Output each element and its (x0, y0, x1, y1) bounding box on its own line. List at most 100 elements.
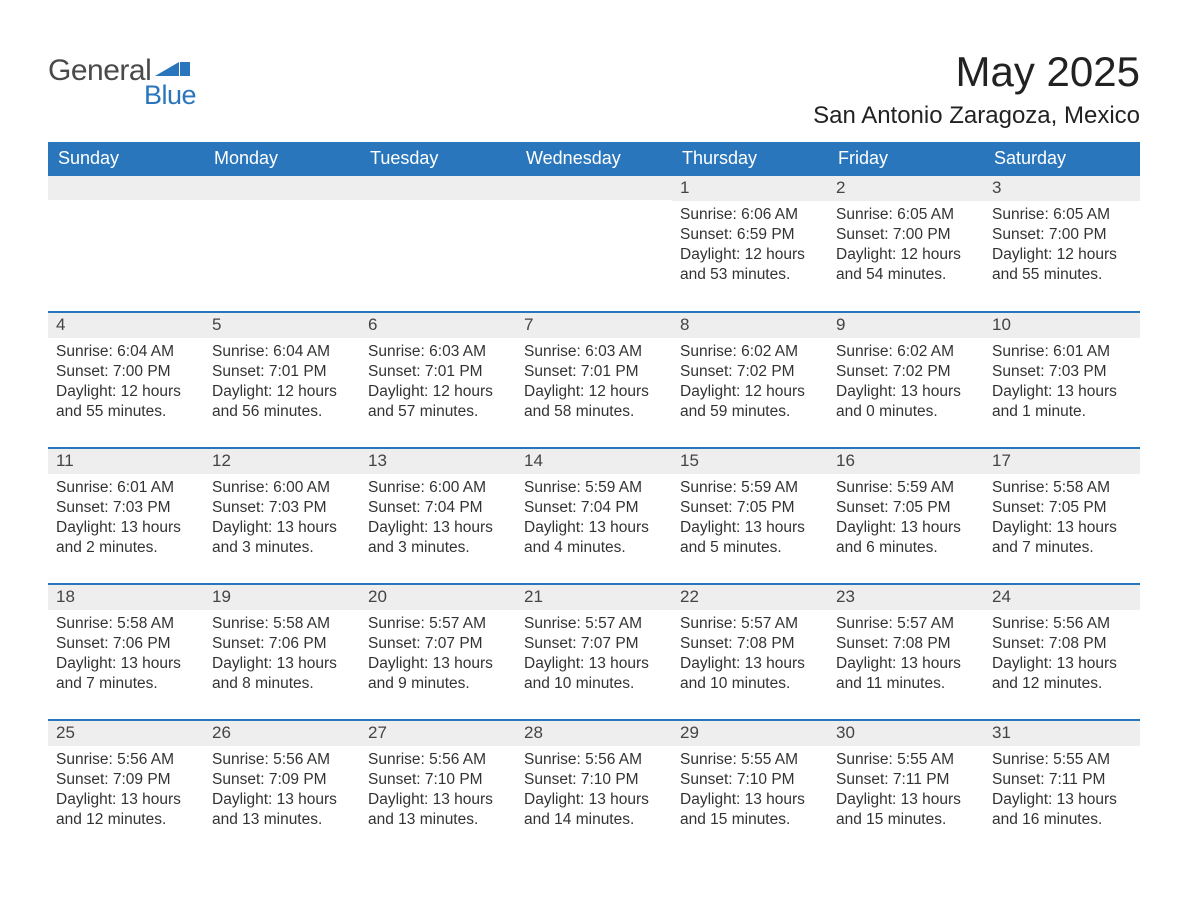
day-number: 29 (672, 721, 828, 746)
day-number: 11 (48, 449, 204, 474)
day-cell: 30Sunrise: 5:55 AMSunset: 7:11 PMDayligh… (828, 720, 984, 856)
daylight-text: Daylight: 13 hours and 14 minutes. (524, 790, 664, 830)
sunset-text: Sunset: 7:05 PM (992, 498, 1132, 518)
day-cell: 8Sunrise: 6:02 AMSunset: 7:02 PMDaylight… (672, 312, 828, 448)
sunset-text: Sunset: 7:06 PM (212, 634, 352, 654)
day-number: 23 (828, 585, 984, 610)
logo-word2: Blue (144, 80, 196, 111)
day-number: 28 (516, 721, 672, 746)
day-body: Sunrise: 5:59 AMSunset: 7:04 PMDaylight:… (516, 474, 672, 563)
calendar-head: Sunday Monday Tuesday Wednesday Thursday… (48, 142, 1140, 176)
day-cell: 5Sunrise: 6:04 AMSunset: 7:01 PMDaylight… (204, 312, 360, 448)
day-cell: 18Sunrise: 5:58 AMSunset: 7:06 PMDayligh… (48, 584, 204, 720)
day-number: 24 (984, 585, 1140, 610)
sunset-text: Sunset: 7:09 PM (212, 770, 352, 790)
sunrise-text: Sunrise: 5:59 AM (680, 478, 820, 498)
sunset-text: Sunset: 7:11 PM (992, 770, 1132, 790)
daylight-text: Daylight: 13 hours and 8 minutes. (212, 654, 352, 694)
week-row: 11Sunrise: 6:01 AMSunset: 7:03 PMDayligh… (48, 448, 1140, 584)
day-cell: 15Sunrise: 5:59 AMSunset: 7:05 PMDayligh… (672, 448, 828, 584)
sunset-text: Sunset: 7:09 PM (56, 770, 196, 790)
sunrise-text: Sunrise: 5:57 AM (524, 614, 664, 634)
day-number: 12 (204, 449, 360, 474)
day-number: 30 (828, 721, 984, 746)
day-body: Sunrise: 6:00 AMSunset: 7:04 PMDaylight:… (360, 474, 516, 563)
logo: General Blue (48, 54, 196, 111)
sunset-text: Sunset: 6:59 PM (680, 225, 820, 245)
daylight-text: Daylight: 13 hours and 7 minutes. (992, 518, 1132, 558)
week-row: 18Sunrise: 5:58 AMSunset: 7:06 PMDayligh… (48, 584, 1140, 720)
sunrise-text: Sunrise: 6:05 AM (992, 205, 1132, 225)
daylight-text: Daylight: 13 hours and 13 minutes. (368, 790, 508, 830)
day-body: Sunrise: 5:56 AMSunset: 7:08 PMDaylight:… (984, 610, 1140, 699)
daylight-text: Daylight: 13 hours and 9 minutes. (368, 654, 508, 694)
day-body: Sunrise: 6:06 AMSunset: 6:59 PMDaylight:… (672, 201, 828, 290)
page: General Blue May 2025 San Antonio Zarago… (0, 0, 1188, 918)
sunset-text: Sunset: 7:05 PM (836, 498, 976, 518)
sunrise-text: Sunrise: 6:06 AM (680, 205, 820, 225)
daylight-text: Daylight: 12 hours and 56 minutes. (212, 382, 352, 422)
sunrise-text: Sunrise: 5:55 AM (992, 750, 1132, 770)
day-header: Thursday (672, 142, 828, 176)
day-number: 17 (984, 449, 1140, 474)
day-body: Sunrise: 5:57 AMSunset: 7:07 PMDaylight:… (360, 610, 516, 699)
day-cell: 29Sunrise: 5:55 AMSunset: 7:10 PMDayligh… (672, 720, 828, 856)
sunset-text: Sunset: 7:07 PM (524, 634, 664, 654)
month-title: May 2025 (813, 48, 1140, 96)
day-cell: 12Sunrise: 6:00 AMSunset: 7:03 PMDayligh… (204, 448, 360, 584)
day-body: Sunrise: 6:03 AMSunset: 7:01 PMDaylight:… (516, 338, 672, 427)
sunset-text: Sunset: 7:06 PM (56, 634, 196, 654)
sunrise-text: Sunrise: 6:03 AM (524, 342, 664, 362)
sunrise-text: Sunrise: 6:03 AM (368, 342, 508, 362)
title-block: May 2025 San Antonio Zaragoza, Mexico (813, 40, 1140, 142)
day-body (516, 200, 672, 210)
daylight-text: Daylight: 13 hours and 0 minutes. (836, 382, 976, 422)
sunset-text: Sunset: 7:08 PM (680, 634, 820, 654)
day-body: Sunrise: 6:01 AMSunset: 7:03 PMDaylight:… (48, 474, 204, 563)
sunset-text: Sunset: 7:10 PM (524, 770, 664, 790)
day-header: Saturday (984, 142, 1140, 176)
sunset-text: Sunset: 7:00 PM (56, 362, 196, 382)
day-body: Sunrise: 6:03 AMSunset: 7:01 PMDaylight:… (360, 338, 516, 427)
day-body: Sunrise: 6:04 AMSunset: 7:00 PMDaylight:… (48, 338, 204, 427)
daylight-text: Daylight: 13 hours and 7 minutes. (56, 654, 196, 694)
day-cell: 3Sunrise: 6:05 AMSunset: 7:00 PMDaylight… (984, 176, 1140, 312)
daylight-text: Daylight: 12 hours and 54 minutes. (836, 245, 976, 285)
daylight-text: Daylight: 13 hours and 16 minutes. (992, 790, 1132, 830)
day-cell: 26Sunrise: 5:56 AMSunset: 7:09 PMDayligh… (204, 720, 360, 856)
day-header: Monday (204, 142, 360, 176)
day-header: Friday (828, 142, 984, 176)
daylight-text: Daylight: 13 hours and 6 minutes. (836, 518, 976, 558)
day-body: Sunrise: 5:55 AMSunset: 7:10 PMDaylight:… (672, 746, 828, 835)
sunset-text: Sunset: 7:04 PM (524, 498, 664, 518)
daylight-text: Daylight: 12 hours and 59 minutes. (680, 382, 820, 422)
day-cell: 20Sunrise: 5:57 AMSunset: 7:07 PMDayligh… (360, 584, 516, 720)
day-body: Sunrise: 6:01 AMSunset: 7:03 PMDaylight:… (984, 338, 1140, 427)
day-cell: 23Sunrise: 5:57 AMSunset: 7:08 PMDayligh… (828, 584, 984, 720)
day-cell: 11Sunrise: 6:01 AMSunset: 7:03 PMDayligh… (48, 448, 204, 584)
sunrise-text: Sunrise: 5:56 AM (212, 750, 352, 770)
day-body: Sunrise: 6:02 AMSunset: 7:02 PMDaylight:… (828, 338, 984, 427)
calendar-body: 1Sunrise: 6:06 AMSunset: 6:59 PMDaylight… (48, 176, 1140, 856)
sunset-text: Sunset: 7:03 PM (992, 362, 1132, 382)
sunrise-text: Sunrise: 6:02 AM (680, 342, 820, 362)
day-body (360, 200, 516, 210)
daylight-text: Daylight: 13 hours and 4 minutes. (524, 518, 664, 558)
day-number: 3 (984, 176, 1140, 201)
sunset-text: Sunset: 7:00 PM (992, 225, 1132, 245)
sunset-text: Sunset: 7:01 PM (368, 362, 508, 382)
day-cell: 28Sunrise: 5:56 AMSunset: 7:10 PMDayligh… (516, 720, 672, 856)
day-cell: 9Sunrise: 6:02 AMSunset: 7:02 PMDaylight… (828, 312, 984, 448)
sunrise-text: Sunrise: 5:57 AM (368, 614, 508, 634)
day-number: 7 (516, 313, 672, 338)
day-cell: 13Sunrise: 6:00 AMSunset: 7:04 PMDayligh… (360, 448, 516, 584)
day-body: Sunrise: 6:04 AMSunset: 7:01 PMDaylight:… (204, 338, 360, 427)
daylight-text: Daylight: 13 hours and 10 minutes. (524, 654, 664, 694)
day-number (516, 176, 672, 200)
sunset-text: Sunset: 7:00 PM (836, 225, 976, 245)
sunrise-text: Sunrise: 6:01 AM (56, 478, 196, 498)
day-body: Sunrise: 6:05 AMSunset: 7:00 PMDaylight:… (984, 201, 1140, 290)
day-number: 2 (828, 176, 984, 201)
sunrise-text: Sunrise: 5:59 AM (524, 478, 664, 498)
day-number (48, 176, 204, 200)
